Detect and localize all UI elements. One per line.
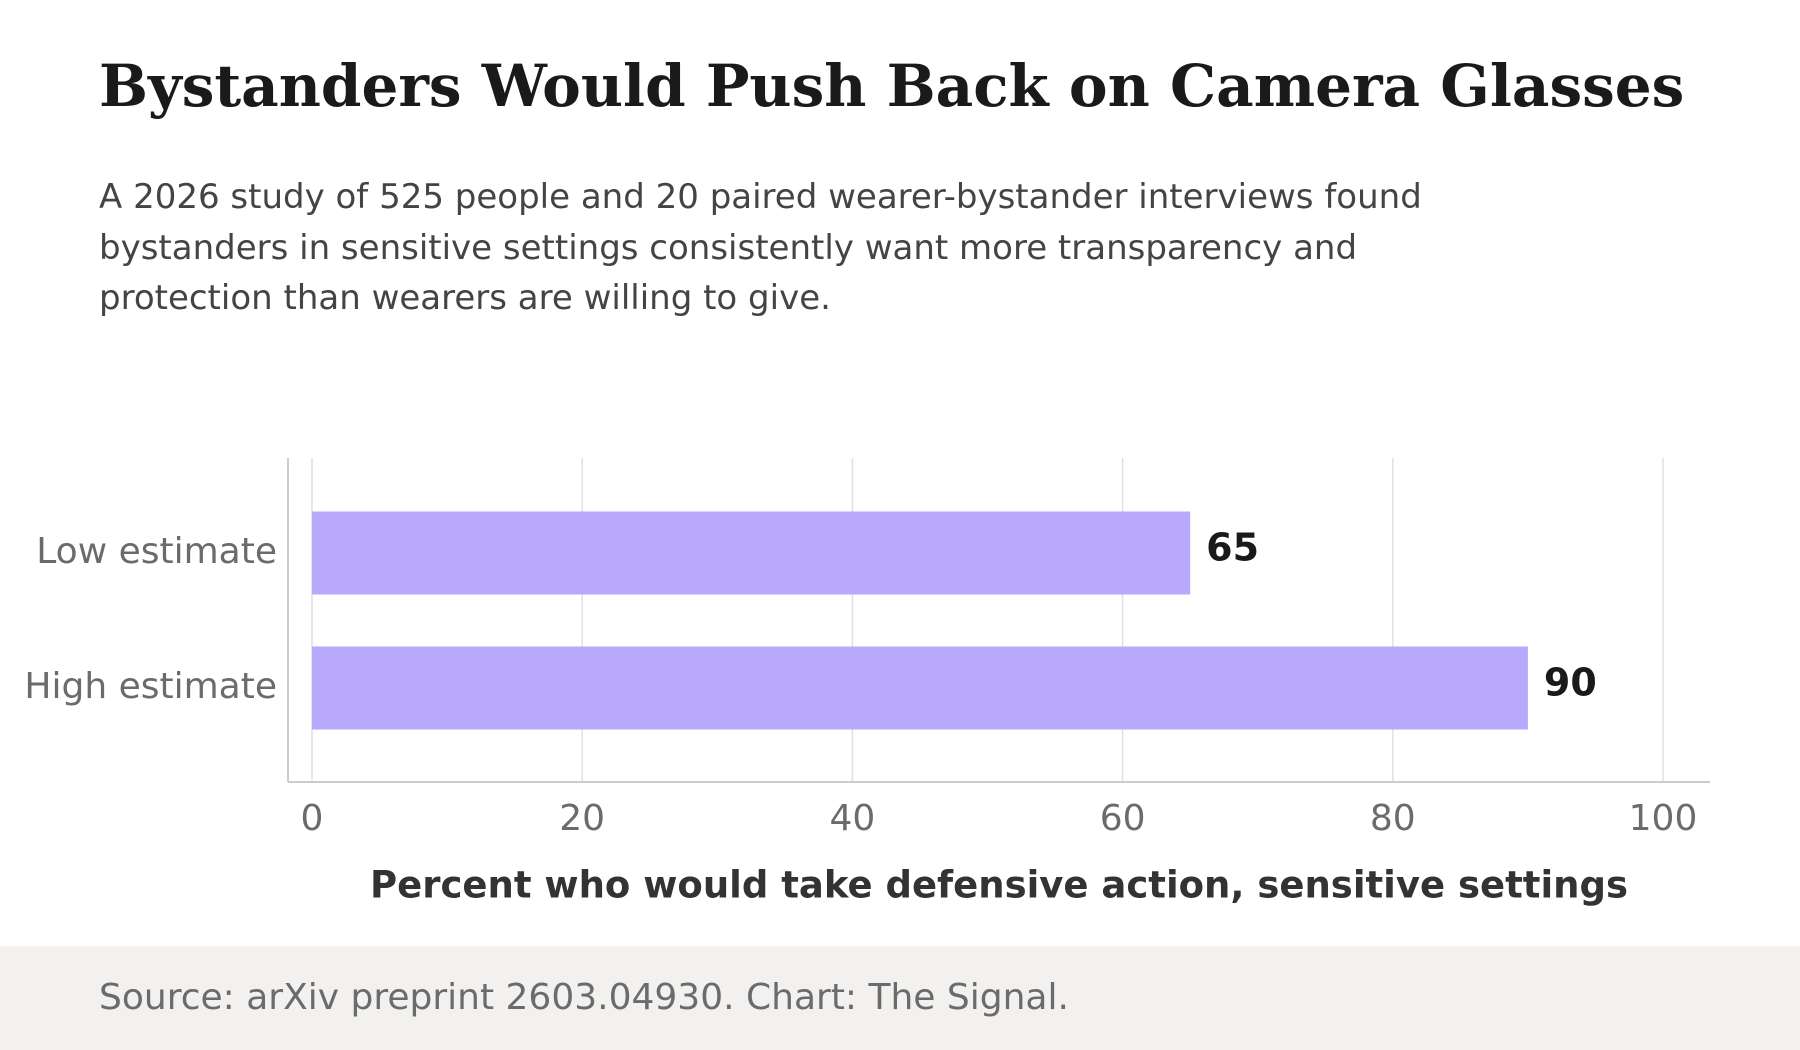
x-tick-label: 80 [1370, 798, 1416, 839]
data-label: 65 [1206, 526, 1259, 570]
x-tick-label: 60 [1100, 798, 1146, 839]
x-tick-label: 100 [1629, 798, 1698, 839]
axes [287, 458, 1710, 783]
x-tick-label: 0 [301, 798, 324, 839]
bar-chart: 0 20 40 60 80 100 Low estimate 65 High estimate 9… [24, 458, 1710, 907]
labels: 0 20 40 60 80 100 Low estimate 65 High estimate 9… [24, 526, 1697, 907]
bar-low-estimate [312, 511, 1191, 595]
footer-bar [0, 946, 1800, 1050]
data-label: 90 [1544, 661, 1597, 705]
category-label: Low estimate [36, 531, 277, 572]
x-tick-label: 20 [559, 798, 605, 839]
x-tick-label: 40 [829, 798, 875, 839]
x-axis-title: Percent who would take defensive action,… [370, 864, 1628, 907]
source-note: Source: arXiv preprint 2603.04930. Chart… [99, 977, 1069, 1018]
gridlines [311, 458, 1664, 782]
category-label: High estimate [24, 666, 277, 707]
bar-high-estimate [312, 646, 1528, 730]
bars [312, 511, 1528, 730]
chart-subtitle: A 2026 study of 525 people and 20 paired… [99, 177, 1422, 318]
chart-title: Bystanders Would Push Back on Camera Gla… [99, 52, 1685, 120]
